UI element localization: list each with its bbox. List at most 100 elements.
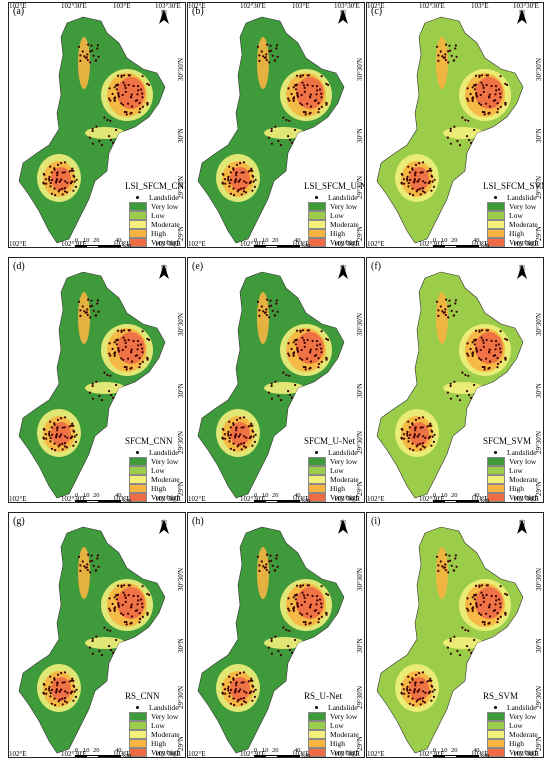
landslide-point: [71, 167, 74, 170]
landslide-point: [428, 180, 432, 183]
landslide-point: [444, 58, 447, 62]
landslide-point: [228, 420, 231, 423]
landslide-point: [433, 433, 436, 436]
landslide-point: [429, 167, 432, 170]
legend-swatch: [129, 211, 147, 220]
legend: Landslide Very low Low Moderate High Very hig…: [129, 193, 180, 247]
legend-item: High: [308, 739, 359, 748]
landslide-point: [63, 681, 66, 684]
landslide-point: [125, 111, 128, 114]
landslide-point: [302, 365, 305, 369]
landslide-point: [61, 681, 64, 684]
longitude-label: 102°30'E: [419, 240, 445, 248]
landslide-point: [469, 92, 472, 96]
landslide-point: [276, 565, 279, 568]
landslide-point: [300, 93, 303, 97]
landslide-point: [95, 635, 98, 638]
landslide-point: [57, 700, 60, 703]
landslide-point: [496, 621, 499, 624]
landslide-point: [265, 53, 268, 56]
landslide-point: [317, 366, 320, 369]
latitude-label: 30°30'N: [177, 567, 185, 591]
legend-swatch: [129, 748, 147, 757]
landslide-point: [473, 339, 476, 342]
landslide-point: [268, 571, 271, 574]
landslide-point: [444, 308, 447, 311]
landslide-point: [419, 703, 422, 706]
landslide-point: [474, 584, 478, 587]
landslide-point: [461, 626, 464, 629]
landslide-point: [496, 357, 499, 360]
landslide-point: [115, 343, 118, 346]
landslide-point: [63, 426, 66, 429]
landslide-point: [106, 373, 109, 377]
landslide-point: [325, 337, 328, 340]
landslide-point: [306, 338, 309, 342]
landslide-point: [288, 609, 291, 612]
landslide-point: [265, 568, 268, 572]
scale-tick: 10: [83, 492, 90, 499]
legend-item: High: [308, 484, 359, 493]
landslide-point: [279, 399, 283, 402]
scale-unit: km: [123, 497, 132, 503]
landslide-point: [127, 357, 130, 360]
landslide-point: [430, 679, 433, 682]
landslide-point: [97, 565, 100, 568]
landslide-point: [447, 316, 450, 319]
landslide-point: [478, 102, 481, 105]
landslide-point: [497, 343, 501, 346]
landslide-point: [408, 192, 411, 195]
landslide-point: [221, 172, 224, 176]
landslide-point: [469, 602, 472, 606]
landslide-point: [448, 554, 451, 557]
legend-item: Low: [308, 466, 359, 475]
landslide-point: [421, 697, 424, 700]
landslide-point: [422, 180, 425, 183]
landslide-point: [488, 348, 491, 351]
landslide-point: [419, 193, 422, 196]
legend-label: High: [151, 484, 166, 493]
landslide-point: [232, 423, 235, 426]
landslide-point: [146, 337, 149, 340]
landslide-point: [424, 181, 427, 184]
legend-swatch: [129, 712, 147, 721]
legend-swatch: [308, 493, 326, 502]
longitude-label: 102°E: [188, 750, 206, 758]
scale-bar: 0 10 20 40 km: [433, 492, 503, 502]
landslide-point: [499, 75, 502, 78]
longitude-label: 103°30'E: [334, 495, 360, 503]
model-title: RS_SVM: [483, 691, 519, 701]
landslide-point: [127, 584, 130, 587]
landslide-point: [120, 584, 123, 587]
landslide-point: [228, 437, 231, 440]
landslide-point: [252, 435, 255, 438]
legend-item: Moderate: [487, 730, 538, 739]
landslide-point: [127, 83, 130, 87]
landslide-point: [449, 637, 452, 640]
landslide-point: [303, 86, 306, 89]
landslide-point: [73, 435, 76, 438]
landslide-point: [251, 699, 254, 702]
landslide-point: [132, 594, 135, 598]
susceptibility-zone: [85, 637, 125, 649]
landslide-point: [315, 595, 319, 598]
landslide-point: [72, 424, 75, 427]
susceptibility-map: [18, 271, 166, 499]
landslide-point: [414, 163, 418, 166]
landslide-point: [79, 314, 82, 317]
landslide-point: [235, 429, 238, 432]
landslide-point: [430, 169, 433, 172]
landslide-point: [108, 135, 111, 138]
legend-swatch: [487, 721, 505, 730]
landslide-point: [98, 394, 101, 398]
landslide-point: [267, 136, 270, 139]
landslide-point: [228, 695, 231, 698]
landslide-marker-icon: [129, 194, 145, 201]
landslide-point: [293, 96, 296, 99]
landslide-point: [141, 615, 144, 618]
legend-label: Very high: [330, 238, 360, 247]
landslide-point: [478, 584, 481, 587]
landslide-point: [495, 89, 498, 92]
landslide-point: [260, 50, 263, 53]
susceptibility-zone: [436, 547, 448, 599]
